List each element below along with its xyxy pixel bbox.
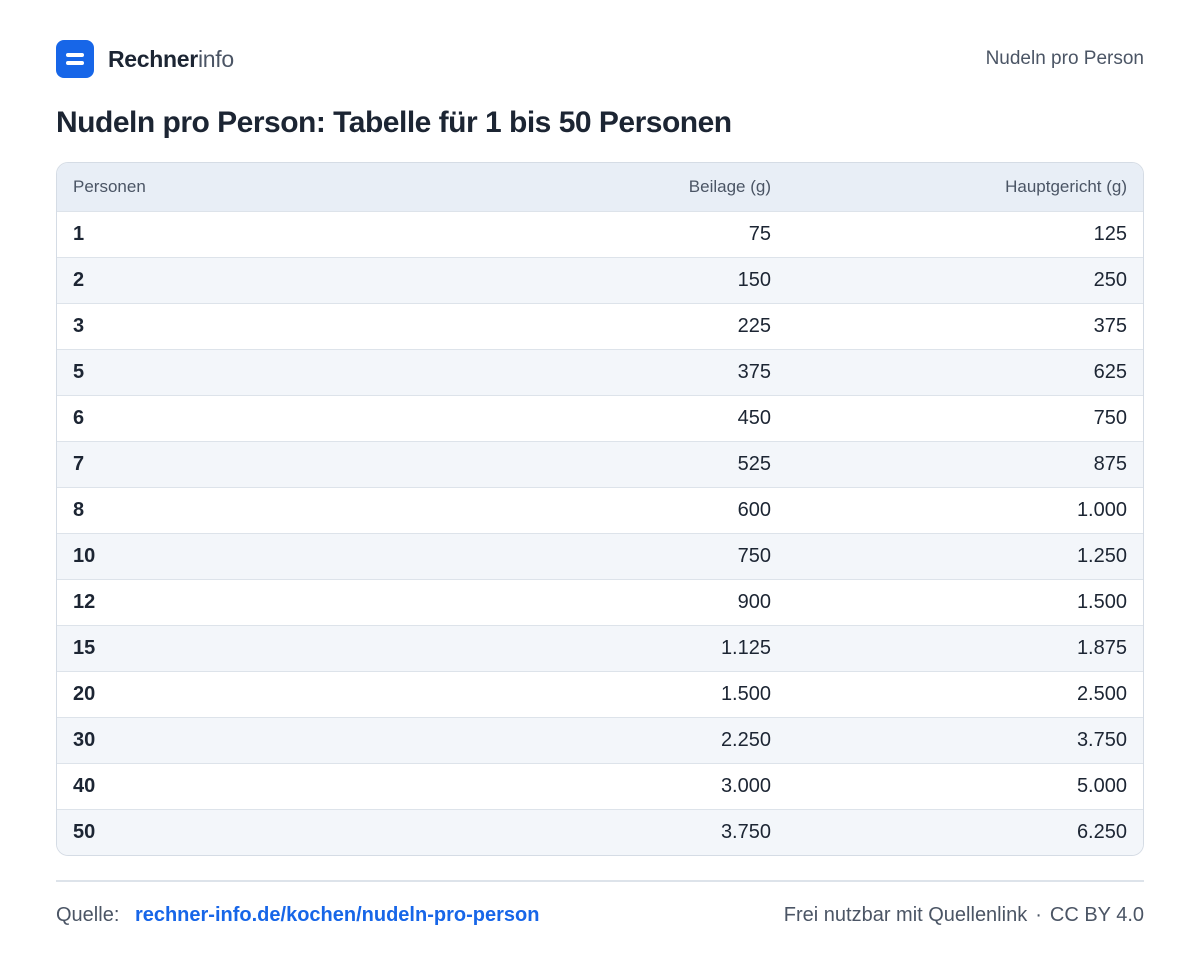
cell-persons: 8 — [57, 486, 417, 533]
table-row: 3 225 375 — [57, 302, 1143, 349]
cell-side-dish: 1.125 — [417, 624, 787, 671]
cell-main-dish: 375 — [787, 302, 1143, 349]
cell-persons: 6 — [57, 394, 417, 441]
page-header: Rechnerinfo Nudeln pro Person — [56, 40, 1144, 78]
cell-main-dish: 125 — [787, 210, 1143, 257]
cell-side-dish: 75 — [417, 210, 787, 257]
license-text: Frei nutzbar mit Quellenlink — [783, 904, 1028, 926]
cell-main-dish: 1.000 — [787, 486, 1143, 533]
cell-side-dish: 3.000 — [417, 762, 787, 809]
brand-name-light: info — [197, 45, 234, 72]
cell-persons: 50 — [57, 808, 417, 855]
cell-side-dish: 225 — [417, 302, 787, 349]
cell-main-dish: 875 — [787, 440, 1143, 487]
cell-persons: 2 — [57, 256, 417, 303]
brand-name: Rechnerinfo — [108, 46, 234, 73]
page-title: Nudeln pro Person: Tabelle für 1 bis 50 … — [56, 106, 732, 139]
table-row: 10 750 1.250 — [57, 532, 1143, 579]
cell-side-dish: 900 — [417, 578, 787, 625]
cell-main-dish: 1.500 — [787, 578, 1143, 625]
brand[interactable]: Rechnerinfo — [56, 40, 234, 78]
cell-persons: 20 — [57, 670, 417, 717]
cell-persons: 12 — [57, 578, 417, 625]
cell-side-dish: 375 — [417, 348, 787, 395]
column-header-persons: Personen — [57, 163, 417, 211]
source-label: Quelle: — [56, 904, 120, 926]
cell-persons: 5 — [57, 348, 417, 395]
cell-side-dish: 3.750 — [417, 808, 787, 855]
table-row: 5 375 625 — [57, 348, 1143, 395]
table-body: 1 75 125 2 150 250 3 225 375 5 375 625 6 450 750 7 525 87… — [57, 210, 1143, 855]
cell-persons: 15 — [57, 624, 417, 671]
license-name: CC BY 4.0 — [1049, 904, 1144, 926]
table-row: 20 1.500 2.500 — [57, 670, 1143, 717]
header-page-label: Nudeln pro Person — [985, 48, 1144, 69]
table-row: 40 3.000 5.000 — [57, 762, 1143, 809]
table-header-row: Personen Beilage (g) Hauptgericht (g) — [57, 163, 1143, 211]
cell-persons: 1 — [57, 210, 417, 257]
calculator-logo-icon — [56, 40, 94, 78]
cell-side-dish: 750 — [417, 532, 787, 579]
table-row: 8 600 1.000 — [57, 486, 1143, 533]
table-row: 50 3.750 6.250 — [57, 808, 1143, 855]
cell-main-dish: 2.500 — [787, 670, 1143, 717]
table-row: 1 75 125 — [57, 210, 1143, 257]
footer-divider — [56, 880, 1144, 882]
cell-main-dish: 5.000 — [787, 762, 1143, 809]
table-row: 30 2.250 3.750 — [57, 716, 1143, 763]
license-separator: · — [1035, 904, 1042, 926]
cell-main-dish: 750 — [787, 394, 1143, 441]
cell-main-dish: 1.875 — [787, 624, 1143, 671]
cell-side-dish: 150 — [417, 256, 787, 303]
cell-side-dish: 2.250 — [417, 716, 787, 763]
table-row: 6 450 750 — [57, 394, 1143, 441]
table-row: 2 150 250 — [57, 256, 1143, 303]
page-footer: Quelle: rechner-info.de/kochen/nudeln-pr… — [56, 904, 1144, 927]
cell-persons: 10 — [57, 532, 417, 579]
source-info: Quelle: rechner-info.de/kochen/nudeln-pr… — [56, 904, 539, 927]
table-row: 12 900 1.500 — [57, 578, 1143, 625]
cell-side-dish: 525 — [417, 440, 787, 487]
cell-persons: 30 — [57, 716, 417, 763]
cell-main-dish: 1.250 — [787, 532, 1143, 579]
cell-side-dish: 1.500 — [417, 670, 787, 717]
cell-main-dish: 6.250 — [787, 808, 1143, 855]
license-info: Frei nutzbar mit Quellenlink · CC BY 4.0 — [784, 904, 1144, 927]
cell-persons: 3 — [57, 302, 417, 349]
cell-main-dish: 625 — [787, 348, 1143, 395]
column-header-side-dish: Beilage (g) — [417, 163, 787, 211]
cell-main-dish: 250 — [787, 256, 1143, 303]
cell-side-dish: 600 — [417, 486, 787, 533]
table-row: 7 525 875 — [57, 440, 1143, 487]
cell-persons: 40 — [57, 762, 417, 809]
brand-name-bold: Rechner — [108, 45, 198, 72]
cell-side-dish: 450 — [417, 394, 787, 441]
source-link[interactable]: rechner-info.de/kochen/nudeln-pro-person — [134, 904, 540, 926]
cell-persons: 7 — [57, 440, 417, 487]
column-header-main-dish: Hauptgericht (g) — [787, 163, 1143, 211]
table-row: 15 1.125 1.875 — [57, 624, 1143, 671]
cell-main-dish: 3.750 — [787, 716, 1143, 763]
